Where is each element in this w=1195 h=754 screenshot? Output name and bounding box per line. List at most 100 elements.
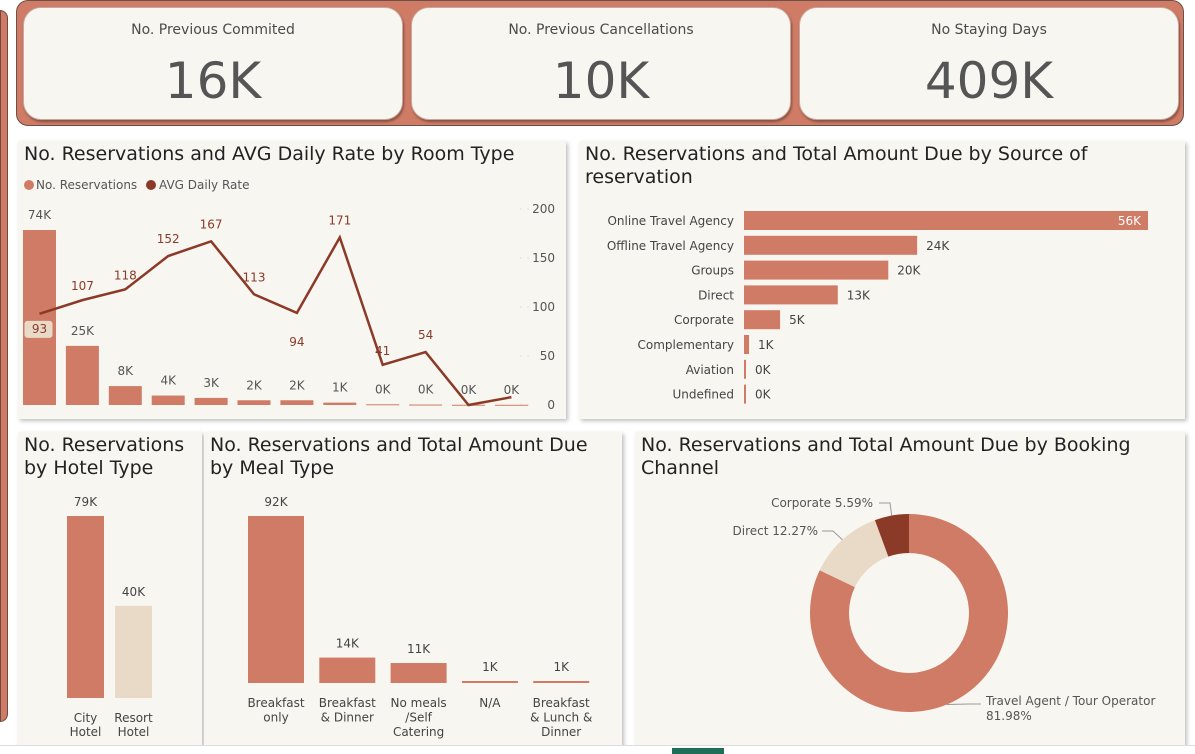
line-value-label: 113 xyxy=(243,270,266,284)
bar-meal-type-3 xyxy=(390,663,447,683)
y2-tick-mark: · · xyxy=(520,205,531,214)
category-label: Online Travel Agency xyxy=(607,214,734,228)
y2-tick-mark: · · xyxy=(520,303,531,312)
bar-value-label: 5K xyxy=(789,313,806,327)
bar-value-label: 11K xyxy=(407,642,431,656)
bar-room-type-12 xyxy=(494,404,528,406)
bar-value-label: 79K xyxy=(74,495,98,509)
category-label: Breakfast xyxy=(247,696,304,710)
line-value-label: 167 xyxy=(200,217,223,231)
legend-label: No. Reservations xyxy=(36,178,137,192)
bar-room-type-9 xyxy=(366,404,400,406)
category-label: Breakfast xyxy=(319,696,376,710)
bar-value-label: 0K xyxy=(755,388,772,402)
category-label: Breakfast xyxy=(533,696,590,710)
y2-tick-label: 50 xyxy=(540,349,555,363)
category-label: Hotel xyxy=(118,725,150,739)
bar-room-type-6 xyxy=(237,400,271,405)
kpi-label: No. Previous Cancellations xyxy=(508,22,694,38)
page-tabs-bar xyxy=(0,745,1195,754)
chart-title: No. Reservations and Total Amount Due by… xyxy=(585,143,1088,188)
line-value-label: 41 xyxy=(375,344,390,358)
kpi-value: 409K xyxy=(924,52,1054,110)
y2-tick-label: 100 xyxy=(532,300,555,314)
kpi-value: 10K xyxy=(552,52,650,110)
bar-value-label: 8K xyxy=(118,364,135,378)
category-label: Undefined xyxy=(672,388,734,402)
bar-value-label: 0K xyxy=(375,382,392,396)
chart-title: No. Reservations and Total Amount Due by… xyxy=(210,434,588,479)
bar-value-label: 74K xyxy=(28,208,52,222)
bar-value-label: 92K xyxy=(264,495,288,509)
leader-line xyxy=(879,502,893,516)
bar-value-label: 2K xyxy=(289,378,306,392)
kpi-label: No Staying Days xyxy=(931,22,1047,38)
bar-value-label: 0K xyxy=(418,383,435,397)
bar-value-label: 56K xyxy=(1118,214,1142,228)
bar-value-label: 3K xyxy=(203,376,220,390)
bar-room-type-4 xyxy=(151,395,185,405)
category-label: Dinner xyxy=(541,725,581,739)
kpi-card-previous-cancellations: No. Previous Cancellations 10K xyxy=(411,7,791,120)
hbar-source-2 xyxy=(744,235,918,255)
chart-title: No. Reservations by Hotel Type xyxy=(24,434,185,479)
line-value-label: 171 xyxy=(328,213,351,227)
bar-value-label: 25K xyxy=(71,324,95,338)
category-label: Offline Travel Agency xyxy=(607,239,734,253)
bar-room-type-7 xyxy=(280,400,314,405)
line-label-bg xyxy=(24,320,53,338)
legend-label: AVG Daily Rate xyxy=(159,178,249,192)
bar-room-type-2 xyxy=(65,345,99,405)
category-label: No meals xyxy=(391,696,447,710)
legend-marker-avg-rate xyxy=(146,180,156,190)
bar-value-label: 40K xyxy=(122,585,146,599)
bar-value-label: 1K xyxy=(553,660,570,674)
category-label: N/A xyxy=(479,696,501,710)
category-label: Aviation xyxy=(686,363,734,377)
bar-value-label: 2K xyxy=(246,378,263,392)
y2-tick-label: 0 xyxy=(547,398,555,412)
bar-meal-type-4 xyxy=(461,681,518,683)
hbar-source-7 xyxy=(744,359,746,379)
category-label: & Lunch & xyxy=(530,711,592,725)
active-page-tab[interactable] xyxy=(672,748,724,754)
hbar-source-3 xyxy=(744,260,889,280)
y2-tick-mark: · · xyxy=(520,254,531,263)
hotel-type-chart-panel: No. Reservations by Hotel Type 79K City Ho… xyxy=(18,432,202,748)
category-label: Resort xyxy=(114,711,153,725)
bar-meal-type-1 xyxy=(248,516,304,683)
bar-room-type-3 xyxy=(108,386,142,405)
bar-value-label: 1K xyxy=(482,660,499,674)
chart-title: No. Reservations and Total Amount Due by… xyxy=(641,434,1131,479)
bar-value-label: 4K xyxy=(160,374,177,388)
donut-slice-3 xyxy=(874,514,909,557)
left-nav-strip xyxy=(0,10,8,722)
avg-daily-rate-line xyxy=(39,234,512,407)
category-label: Hotel xyxy=(70,725,102,739)
bar-hotel-type-2 xyxy=(115,605,152,698)
donut-slice-2 xyxy=(819,520,889,588)
hbar-source-6 xyxy=(744,335,750,354)
category-label: City xyxy=(74,711,98,725)
chart-title: No. Reservations and AVG Daily Rate by R… xyxy=(24,143,515,165)
bar-meal-type-2 xyxy=(319,657,376,683)
kpi-value: 16K xyxy=(164,52,262,110)
category-label: Groups xyxy=(691,264,734,278)
y2-tick-mark: · · xyxy=(520,352,531,361)
line-value-label: 94 xyxy=(289,335,304,349)
slice-label: 81.98% xyxy=(986,709,1032,723)
bar-hotel-type-1 xyxy=(67,516,104,698)
kpi-card-previous-commited: No. Previous Commited 16K xyxy=(23,7,403,120)
hbar-source-4 xyxy=(744,285,838,305)
legend-marker-reservations xyxy=(24,180,34,190)
bar-value-label: 24K xyxy=(926,239,950,253)
source-chart: Online Travel Agency 56K Offline Travel Ag… xyxy=(607,211,1148,404)
category-label: Corporate xyxy=(674,313,734,327)
bar-value-label: 1K xyxy=(758,338,775,352)
bar-value-label: 1K xyxy=(332,381,349,395)
bar-value-label: 14K xyxy=(336,637,360,651)
donut-slice-1 xyxy=(810,514,1008,712)
category-label: Catering xyxy=(393,725,444,739)
